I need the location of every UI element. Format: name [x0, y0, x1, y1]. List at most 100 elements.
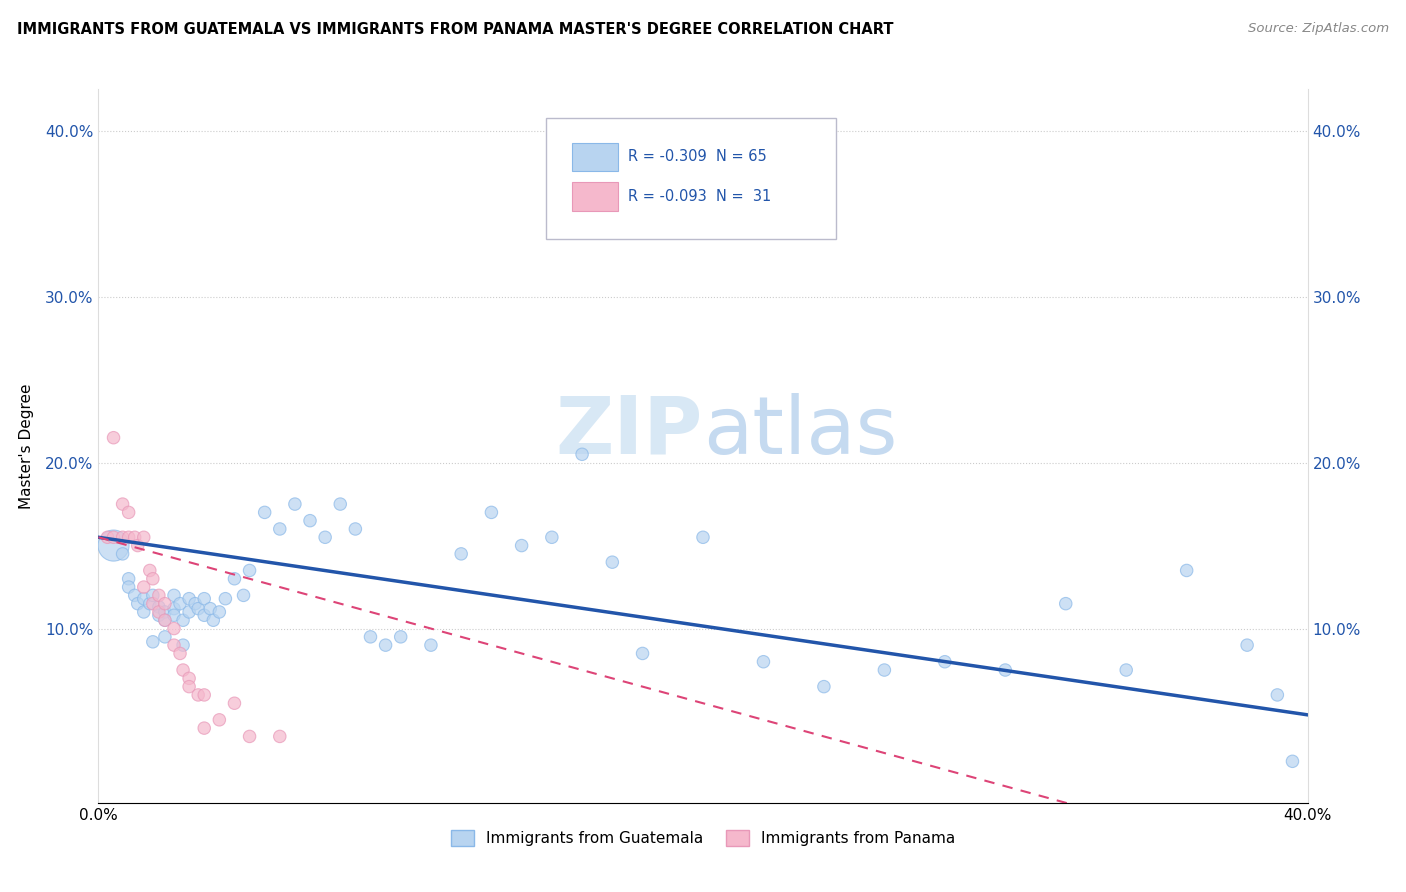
Text: ZIP: ZIP — [555, 392, 703, 471]
Point — [571, 447, 593, 461]
Point — [132, 530, 155, 544]
Point — [540, 530, 562, 544]
Point — [118, 580, 141, 594]
Point — [111, 530, 134, 544]
Point — [124, 588, 146, 602]
Point — [169, 647, 191, 661]
Point — [124, 530, 146, 544]
Point — [193, 608, 215, 623]
Point — [239, 730, 262, 744]
Point — [193, 721, 215, 735]
Point — [239, 564, 262, 578]
Point — [179, 605, 201, 619]
Point — [132, 605, 155, 619]
Text: Source: ZipAtlas.com: Source: ZipAtlas.com — [1249, 22, 1389, 36]
Point — [172, 663, 194, 677]
Point — [208, 605, 231, 619]
Point — [224, 572, 246, 586]
Point — [96, 530, 118, 544]
Point — [253, 505, 276, 519]
Point — [148, 588, 170, 602]
Point — [692, 530, 714, 544]
Point — [389, 630, 412, 644]
Point — [1175, 564, 1198, 578]
Point — [111, 497, 134, 511]
Point — [1054, 597, 1077, 611]
Point — [127, 539, 149, 553]
Point — [934, 655, 956, 669]
Point — [142, 572, 165, 586]
Point — [873, 663, 896, 677]
Point — [103, 530, 125, 544]
Point — [139, 564, 162, 578]
Point — [1115, 663, 1137, 677]
Point — [510, 539, 533, 553]
Point — [172, 638, 194, 652]
Point — [142, 597, 165, 611]
Text: R = -0.309  N = 65: R = -0.309 N = 65 — [628, 150, 766, 164]
Point — [631, 647, 654, 661]
Point — [118, 505, 141, 519]
Point — [202, 613, 225, 627]
Point — [360, 630, 382, 644]
Point — [153, 613, 176, 627]
Point — [187, 688, 209, 702]
Legend: Immigrants from Guatemala, Immigrants from Panama: Immigrants from Guatemala, Immigrants fr… — [444, 824, 962, 852]
Point — [420, 638, 443, 652]
Point — [1236, 638, 1258, 652]
Point — [994, 663, 1017, 677]
Point — [374, 638, 396, 652]
Point — [214, 591, 236, 606]
Point — [148, 605, 170, 619]
Point — [163, 638, 186, 652]
Point — [179, 671, 201, 685]
Point — [153, 613, 176, 627]
Point — [163, 622, 186, 636]
Point — [148, 599, 170, 614]
Point — [187, 601, 209, 615]
Point — [153, 630, 176, 644]
Point — [1281, 754, 1303, 768]
Point — [269, 730, 291, 744]
Point — [602, 555, 624, 569]
Point — [169, 597, 191, 611]
Point — [172, 613, 194, 627]
Point — [224, 696, 246, 710]
Point — [450, 547, 472, 561]
Point — [329, 497, 352, 511]
Point — [1267, 688, 1289, 702]
Bar — [572, 182, 619, 211]
Point — [163, 608, 186, 623]
Point — [118, 530, 141, 544]
Point — [208, 713, 231, 727]
Point — [132, 591, 155, 606]
Point — [163, 588, 186, 602]
Point — [314, 530, 336, 544]
Point — [299, 514, 322, 528]
Point — [232, 588, 254, 602]
Point — [132, 580, 155, 594]
Point — [184, 597, 207, 611]
Point — [193, 688, 215, 702]
Text: R = -0.093  N =  31: R = -0.093 N = 31 — [628, 189, 772, 203]
Point — [163, 601, 186, 615]
Point — [103, 431, 125, 445]
Point — [153, 597, 176, 611]
Point — [481, 505, 503, 519]
Point — [111, 547, 134, 561]
Point — [752, 655, 775, 669]
Point — [148, 608, 170, 623]
Point — [179, 680, 201, 694]
Point — [153, 605, 176, 619]
Text: IMMIGRANTS FROM GUATEMALA VS IMMIGRANTS FROM PANAMA MASTER'S DEGREE CORRELATION : IMMIGRANTS FROM GUATEMALA VS IMMIGRANTS … — [17, 22, 893, 37]
Point — [142, 635, 165, 649]
Point — [344, 522, 367, 536]
Bar — [572, 143, 619, 171]
Point — [284, 497, 307, 511]
Text: atlas: atlas — [703, 392, 897, 471]
FancyBboxPatch shape — [546, 118, 837, 239]
Point — [127, 597, 149, 611]
Point — [193, 591, 215, 606]
Y-axis label: Master's Degree: Master's Degree — [18, 384, 34, 508]
Point — [118, 572, 141, 586]
